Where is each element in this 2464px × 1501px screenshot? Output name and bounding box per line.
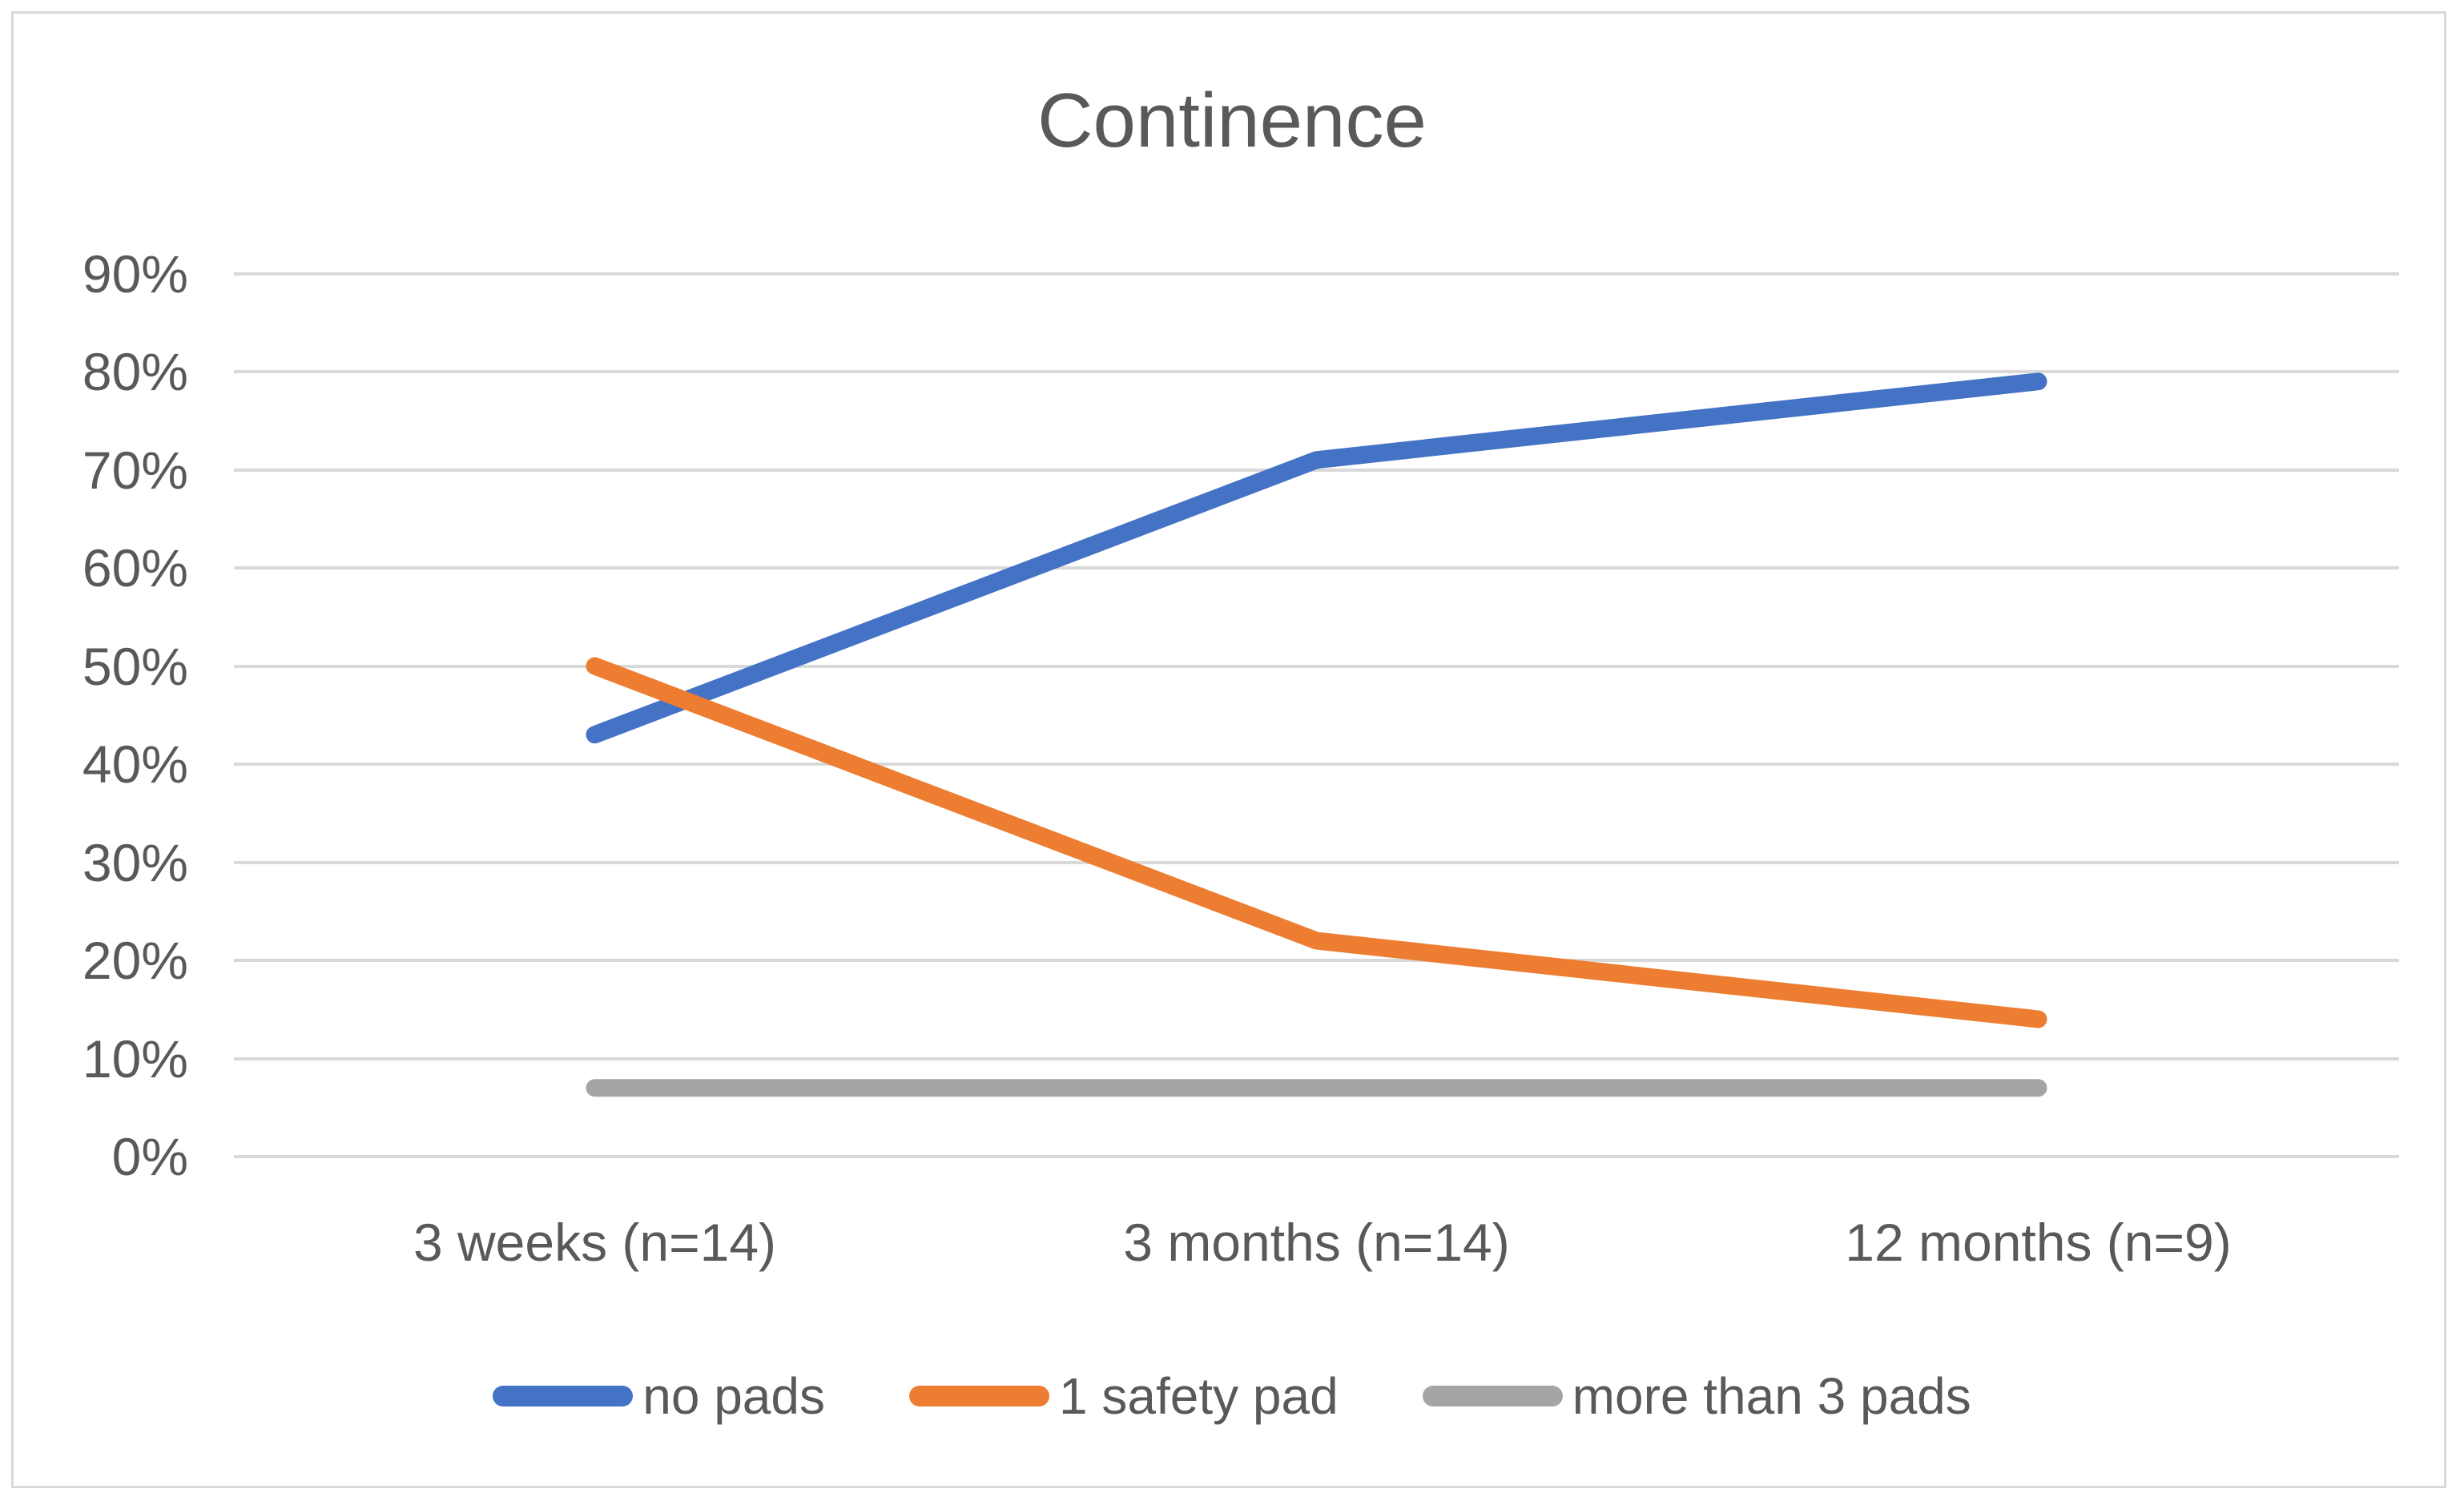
gridline-90	[234, 272, 2399, 276]
y-tick-label-60: 60%	[82, 538, 188, 598]
gridline-0	[234, 1155, 2399, 1158]
y-tick-label-20: 20%	[82, 931, 188, 990]
series-line-1-safety-pad	[586, 657, 2047, 1028]
chart-frame-border	[11, 11, 2446, 1488]
legend-swatch-no-pads	[493, 1386, 634, 1406]
legend-label: no pads	[642, 1367, 825, 1425]
legend-item-1-safety-pad: 1 safety pad	[908, 1366, 1339, 1426]
chart-legend: no pads 1 safety pad more than 3 pads	[0, 1366, 2464, 1426]
legend-swatch-more-than-3-pads	[1422, 1386, 1563, 1406]
gridline-30	[234, 860, 2399, 864]
legend-item-no-pads: no pads	[493, 1366, 825, 1426]
gridline-60	[234, 566, 2399, 569]
y-tick-label-10: 10%	[82, 1028, 188, 1089]
gridline-40	[234, 763, 2399, 766]
y-tick-label-40: 40%	[82, 734, 188, 794]
gridline-50	[234, 664, 2399, 668]
chart-title: Continence	[1037, 78, 1427, 163]
legend-swatch-1-safety-pad	[908, 1386, 1049, 1406]
gridline-80	[234, 370, 2399, 373]
y-tick-label-70: 70%	[82, 440, 188, 500]
x-category-label-3: 12 months (n=9)	[1845, 1213, 2232, 1272]
y-tick-label-50: 50%	[82, 636, 188, 696]
y-tick-label-80: 80%	[82, 342, 188, 401]
series-line-no-pads	[586, 372, 2047, 744]
gridline-70	[234, 468, 2399, 472]
x-category-label-1: 3 weeks (n=14)	[413, 1213, 777, 1272]
gridline-10	[234, 1056, 2399, 1060]
legend-label: 1 safety pad	[1058, 1367, 1339, 1425]
x-category-label-2: 3 months (n=14)	[1123, 1213, 1510, 1272]
legend-item-more-than-3-pads: more than 3 pads	[1422, 1366, 1971, 1426]
gridline-20	[234, 959, 2399, 962]
y-tick-label-30: 30%	[82, 832, 188, 892]
y-tick-label-0: 0%	[111, 1127, 188, 1186]
legend-label: more than 3 pads	[1572, 1367, 1971, 1425]
y-tick-label-90: 90%	[82, 243, 188, 304]
